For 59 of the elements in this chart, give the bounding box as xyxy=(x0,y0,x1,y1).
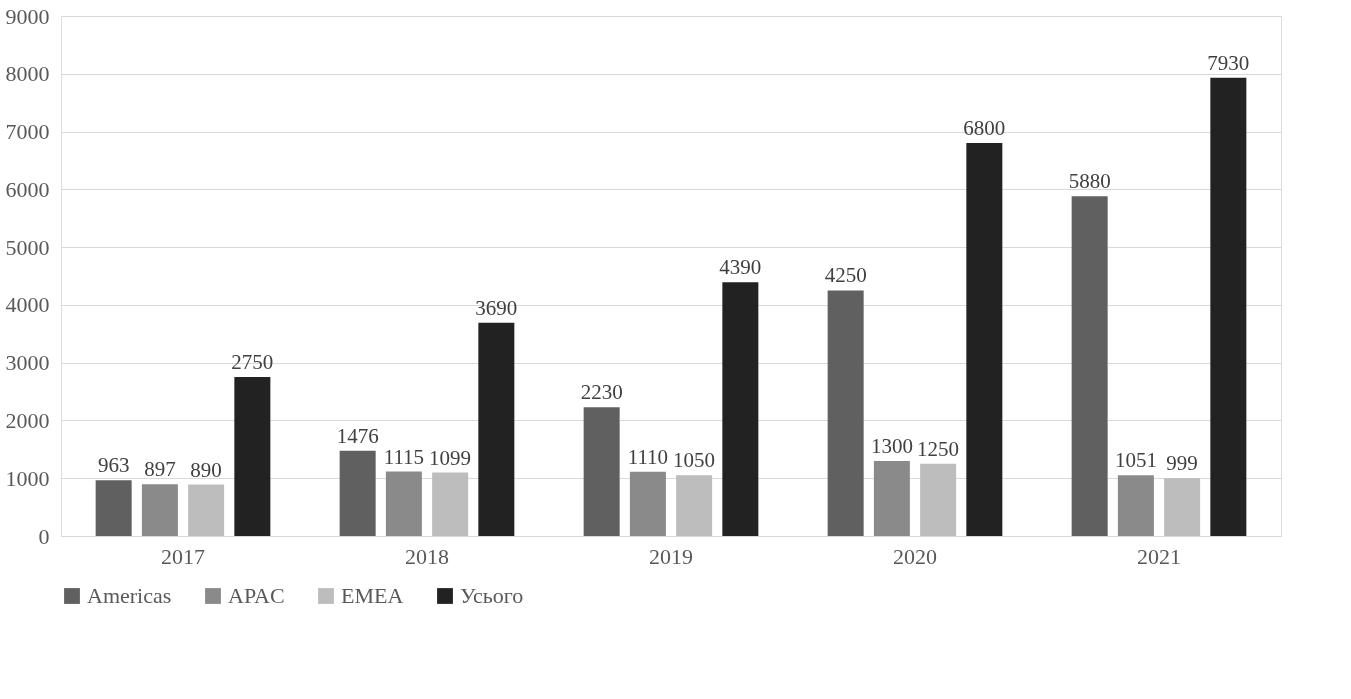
legend-label: Americas xyxy=(87,583,172,608)
bar xyxy=(827,290,864,536)
x-tick-label: 2018 xyxy=(405,543,449,569)
legend-label: APAC xyxy=(228,583,285,608)
y-tick-label: 8000 xyxy=(5,61,50,87)
bar xyxy=(95,480,132,536)
data-label: 3690 xyxy=(475,295,518,320)
data-label: 1110 xyxy=(627,444,669,469)
y-tick-label: 7000 xyxy=(5,119,50,145)
data-label: 999 xyxy=(1166,451,1198,476)
bar xyxy=(234,377,271,536)
data-label: 4250 xyxy=(824,263,867,288)
data-label: 1051 xyxy=(1114,448,1157,473)
bar xyxy=(1071,196,1108,536)
y-tick-label: 9000 xyxy=(5,3,50,29)
y-tick-label: 2000 xyxy=(5,407,50,433)
bar xyxy=(432,472,469,536)
y-tick-label: 6000 xyxy=(5,176,50,202)
data-label: 1250 xyxy=(917,436,960,461)
bar xyxy=(920,463,957,536)
bar xyxy=(1164,478,1201,536)
data-label: 5880 xyxy=(1068,169,1111,194)
bar xyxy=(141,484,178,536)
bar xyxy=(583,407,620,536)
legend-label: EMEA xyxy=(341,583,404,608)
data-label: 897 xyxy=(144,457,176,482)
x-tick-label: 2021 xyxy=(1137,543,1181,569)
x-tick-label: 2020 xyxy=(893,543,937,569)
data-label: 890 xyxy=(190,457,222,482)
bar xyxy=(629,471,666,536)
bar xyxy=(385,471,422,536)
data-label: 4390 xyxy=(719,255,762,280)
bar xyxy=(873,460,910,536)
x-tick-label: 2017 xyxy=(161,543,205,569)
y-tick-label: 0 xyxy=(38,523,50,549)
bar xyxy=(339,450,376,536)
data-label: 1099 xyxy=(429,445,472,470)
data-label: 1050 xyxy=(673,448,716,473)
x-tick-label: 2019 xyxy=(649,543,693,569)
data-label: 1115 xyxy=(383,444,425,469)
data-label: 1476 xyxy=(336,423,379,448)
legend-label: Усього xyxy=(460,583,524,608)
data-label: 7930 xyxy=(1207,50,1250,75)
bar xyxy=(676,475,713,536)
bar xyxy=(1210,77,1247,536)
data-label: 2230 xyxy=(580,380,623,405)
y-tick-label: 5000 xyxy=(5,234,50,260)
y-tick-label: 4000 xyxy=(5,292,50,318)
bar xyxy=(478,322,515,536)
bar xyxy=(1117,475,1154,536)
bar xyxy=(966,143,1003,536)
data-label: 2750 xyxy=(231,350,274,375)
data-label: 1300 xyxy=(870,433,913,458)
data-label: 963 xyxy=(97,453,130,478)
bar xyxy=(722,282,759,536)
data-label: 6800 xyxy=(963,116,1006,141)
bar xyxy=(188,484,225,536)
y-tick-label: 3000 xyxy=(5,350,50,376)
y-tick-label: 1000 xyxy=(5,465,50,491)
